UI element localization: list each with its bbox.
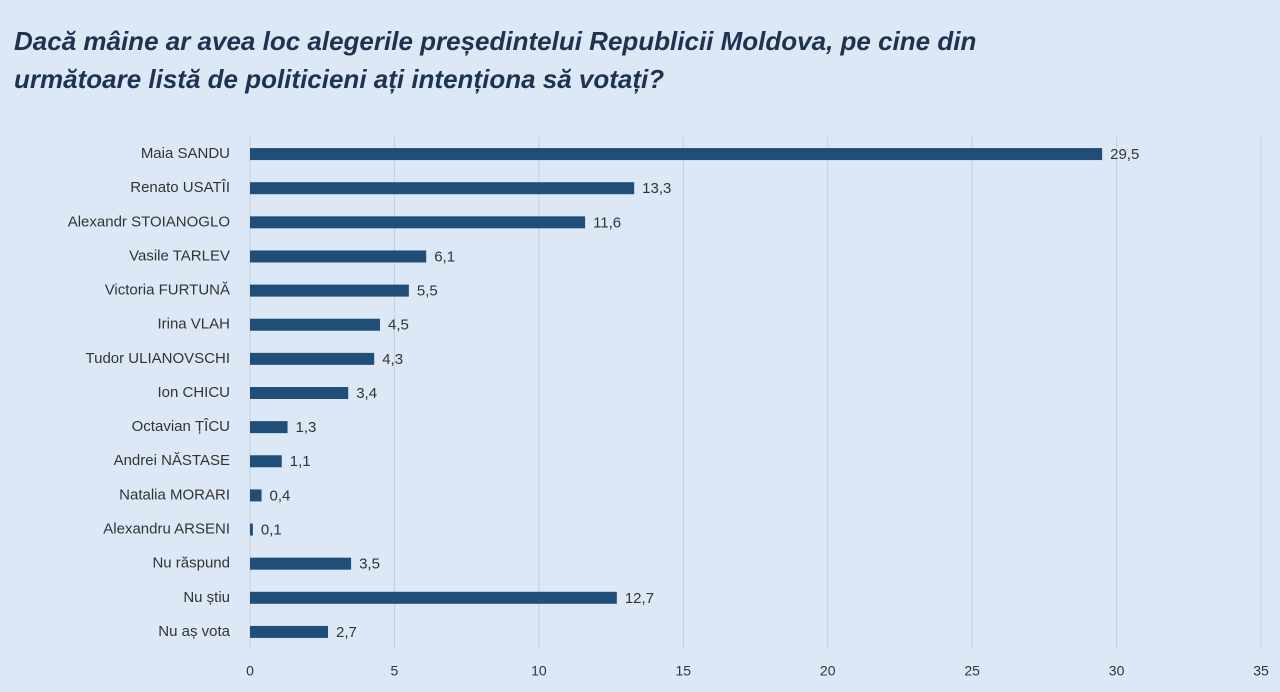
value-label: 0,1 (261, 522, 282, 539)
y-tick-label: Irina VLAH (157, 316, 230, 333)
bar (250, 455, 282, 468)
x-tick-label: 5 (391, 663, 399, 679)
x-tick-label: 35 (1253, 663, 1269, 679)
value-label: 3,5 (359, 556, 380, 573)
y-tick-label: Maia SANDU (141, 145, 230, 162)
x-tick-label: 10 (531, 663, 547, 679)
bar (250, 216, 586, 229)
value-label: 4,3 (382, 351, 403, 368)
value-label: 12,7 (625, 590, 654, 607)
y-tick-label: Tudor ULIANOVSCHI (86, 350, 231, 367)
value-label: 3,4 (356, 385, 377, 402)
value-label: 0,4 (270, 487, 291, 504)
bar (250, 557, 352, 570)
y-tick-label: Andrei NĂSTASE (114, 452, 230, 469)
bar (250, 387, 349, 399)
value-label: 5,5 (417, 283, 438, 300)
y-tick-label: Nu știu (183, 589, 230, 606)
y-tick-label: Ion CHICU (157, 384, 230, 401)
x-tick-label: 15 (675, 663, 691, 679)
x-tick-label: 30 (1109, 663, 1125, 679)
y-tick-label: Natalia MORARI (119, 486, 230, 503)
y-tick-label: Alexandr STOIANOGLO (68, 213, 230, 230)
bar (250, 318, 380, 331)
bar (250, 489, 262, 502)
chart-title: Dacă mâine ar avea loc alegerile președi… (14, 26, 977, 94)
y-tick-label: Vasile TARLEV (129, 247, 230, 264)
bar (250, 625, 328, 638)
value-label: 1,1 (290, 453, 311, 470)
y-tick-label: Nu aș vota (158, 623, 230, 640)
y-tick-label: Alexandru ARSENI (103, 521, 230, 538)
bar (250, 352, 375, 365)
bar (250, 284, 409, 297)
value-label: 6,1 (434, 248, 455, 265)
bar (250, 250, 427, 263)
value-label: 11,6 (593, 214, 621, 231)
bar (250, 523, 253, 536)
x-tick-label: 25 (964, 663, 980, 679)
x-tick-label: 20 (820, 663, 836, 679)
bar (250, 421, 288, 434)
value-label: 4,5 (388, 317, 409, 334)
y-tick-label: Nu răspund (152, 555, 230, 572)
value-label: 13,3 (642, 180, 671, 197)
y-tick-label: Renato USATÎI (130, 179, 230, 196)
value-label: 29,5 (1110, 146, 1139, 163)
bar (250, 148, 1103, 161)
value-label: 1,3 (296, 419, 317, 436)
bar (250, 182, 635, 195)
value-label: 2,7 (336, 624, 357, 641)
x-tick-label: 0 (246, 663, 254, 679)
bar (250, 591, 617, 604)
y-tick-label: Victoria FURTUNĂ (105, 282, 230, 299)
y-tick-label: Octavian ȚÎCU (132, 418, 230, 435)
